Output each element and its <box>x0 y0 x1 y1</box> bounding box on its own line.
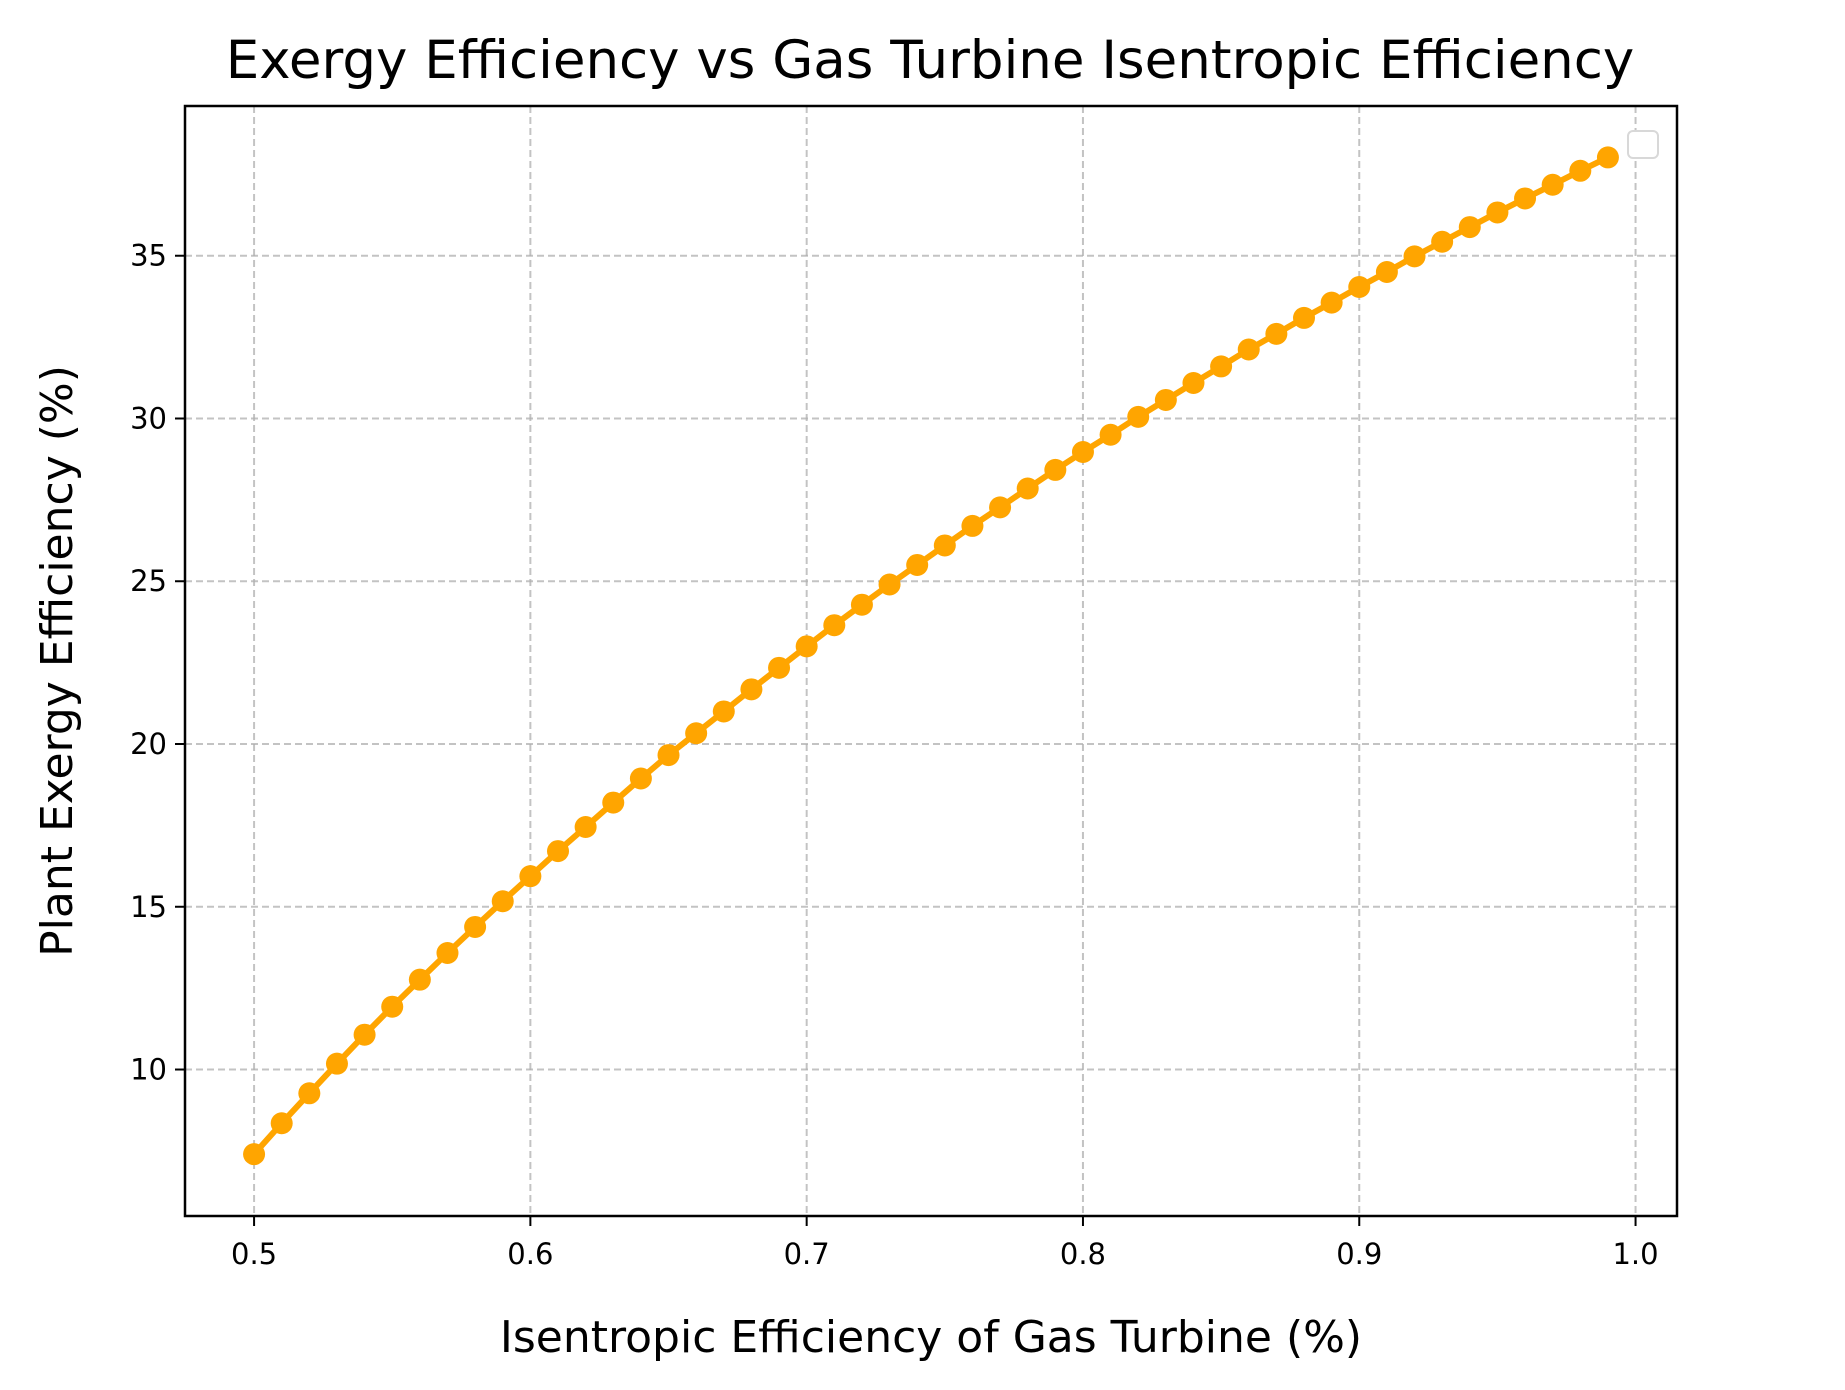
series-layer <box>243 146 1619 1166</box>
data-point <box>1237 338 1260 361</box>
data-point <box>1293 306 1315 329</box>
data-point <box>768 656 791 679</box>
data-point <box>1569 159 1592 182</box>
data-point <box>1375 261 1398 284</box>
x-axis-label: Isentropic Efficiency of Gas Turbine (%) <box>500 1312 1362 1363</box>
data-point <box>823 614 846 637</box>
x-tick-label: 0.5 <box>231 1237 277 1271</box>
plot-background <box>185 106 1677 1216</box>
y-tick-label: 15 <box>130 890 167 924</box>
y-tick-label: 35 <box>130 239 167 273</box>
data-point <box>1044 458 1067 481</box>
data-point <box>298 1082 321 1105</box>
legend <box>1627 130 1659 159</box>
data-point <box>1596 146 1619 169</box>
y-tick-label: 25 <box>130 564 167 598</box>
data-point <box>795 635 818 658</box>
data-point <box>961 514 984 537</box>
plot-frame <box>183 104 1679 1218</box>
data-point <box>381 995 404 1018</box>
data-point <box>933 534 956 557</box>
x-tick-label: 0.8 <box>1060 1237 1106 1271</box>
data-point <box>989 496 1012 519</box>
y-axis: 10 15 20 25 30 35 <box>130 239 185 1087</box>
y-tick-label: 30 <box>130 401 167 435</box>
y-axis-label: Plant Exergy Efficiency (%) <box>32 365 83 957</box>
data-point <box>270 1112 293 1135</box>
data-point <box>602 791 625 814</box>
data-point <box>519 865 542 888</box>
data-point <box>906 553 929 576</box>
y-tick-label: 20 <box>130 727 167 761</box>
data-point <box>629 767 652 790</box>
data-point <box>491 890 514 913</box>
x-tick-label: 0.9 <box>1336 1237 1382 1271</box>
data-point <box>436 941 459 964</box>
data-point <box>1182 372 1205 395</box>
data-point <box>1265 322 1288 345</box>
data-point <box>878 573 901 596</box>
data-point <box>464 915 487 938</box>
data-point <box>353 1023 376 1046</box>
data-point <box>1210 355 1233 378</box>
data-point <box>243 1143 266 1166</box>
data-point <box>685 722 708 745</box>
data-point <box>1486 201 1509 224</box>
data-point <box>1071 441 1094 464</box>
data-point <box>574 816 597 839</box>
data-point <box>1514 187 1537 210</box>
data-point <box>1348 275 1371 298</box>
data-point <box>1458 216 1481 239</box>
data-point <box>850 593 873 616</box>
x-tick-label: 0.7 <box>784 1237 830 1271</box>
y-tick-label: 10 <box>130 1053 167 1087</box>
data-point <box>1541 173 1564 196</box>
data-point <box>408 968 431 991</box>
data-point <box>1016 477 1039 500</box>
x-axis: 0.5 0.6 0.7 0.8 0.9 1.0 <box>231 1216 1659 1271</box>
data-point <box>325 1052 348 1075</box>
x-tick-label: 0.6 <box>507 1237 553 1271</box>
chart-title: Exergy Efficiency vs Gas Turbine Isentro… <box>226 30 1635 91</box>
grid-lines <box>185 106 1677 1216</box>
data-point <box>547 840 569 863</box>
data-point <box>1099 423 1122 446</box>
data-point <box>712 700 735 723</box>
legend-box <box>1627 130 1659 159</box>
x-tick-label: 1.0 <box>1612 1237 1658 1271</box>
data-point <box>1403 245 1426 268</box>
data-point <box>657 744 680 767</box>
data-point <box>1154 388 1177 411</box>
data-point <box>1431 230 1454 253</box>
data-point <box>1320 291 1343 314</box>
data-point <box>740 678 763 701</box>
data-point <box>1127 405 1150 428</box>
plot-area <box>183 104 1679 1218</box>
